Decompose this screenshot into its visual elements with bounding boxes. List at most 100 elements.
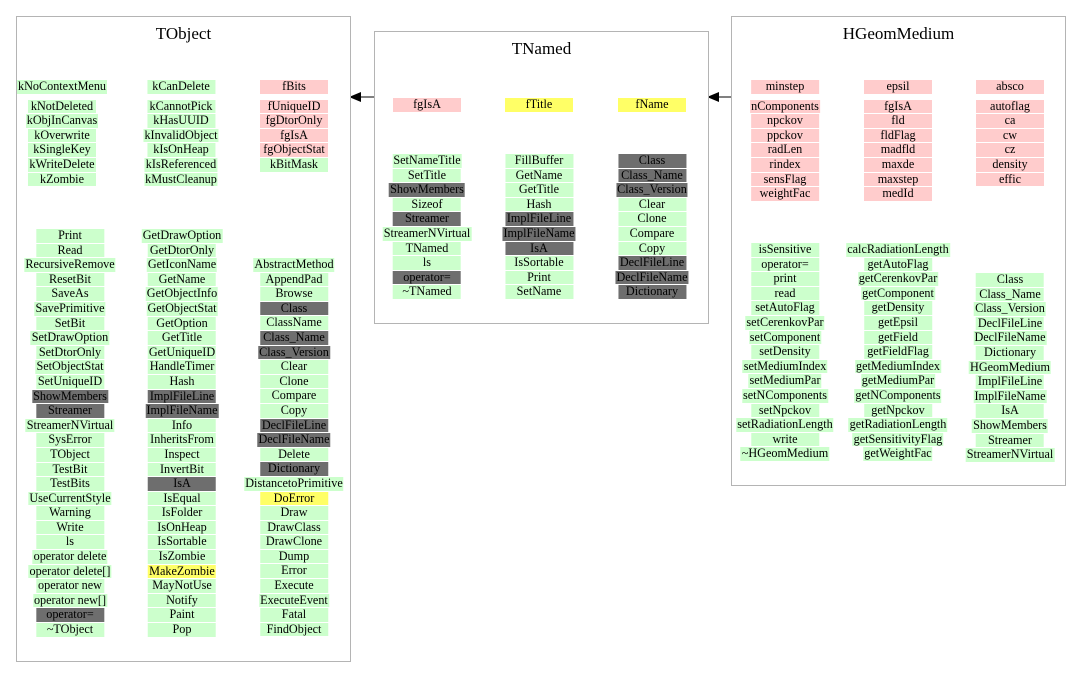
member-label: calcRadiationLength xyxy=(846,242,950,257)
member-label: setCerenkovPar xyxy=(745,314,825,330)
member-label: Copy xyxy=(617,241,686,256)
member-label: absco xyxy=(976,79,1044,94)
tnamed-inherited-cell: ImplFileName xyxy=(502,226,576,241)
member-label: getAutoFlag xyxy=(864,257,932,272)
member-label: AppendPad xyxy=(259,272,328,287)
tobject-method-cell: kBitMask xyxy=(260,157,328,172)
member-label: HandleTimer xyxy=(148,359,216,374)
tobject-inherited-cell: Class_Version xyxy=(258,344,330,360)
tobject-method-cell: TestBits xyxy=(35,476,104,491)
member-label: GetOption xyxy=(148,316,216,331)
tobject-method-cell: kObjInCanvas xyxy=(25,114,99,128)
hgeom-member-cell: rindex xyxy=(751,157,819,172)
hgeom-method-cell: setNComponents xyxy=(742,387,828,403)
tobject-method-cell: kWriteDelete xyxy=(27,157,96,172)
arrowhead-tobject xyxy=(349,92,361,102)
tobject-method-cell: operator delete[] xyxy=(28,563,112,579)
hgeom-method-cell: getNComponents xyxy=(854,388,942,403)
member-label: kNoContextMenu xyxy=(16,79,108,94)
member-label: DrawClass xyxy=(259,520,328,535)
tnamed-inherited-cell: operator= xyxy=(393,270,461,285)
hgeom-method-cell: getMediumIndex xyxy=(855,358,941,374)
member-label: setNComponents xyxy=(742,387,828,403)
member-label: IsSortable xyxy=(148,535,216,550)
tnamed-inherited-cell: Class_Name xyxy=(617,168,686,183)
tobject-method-cell: Error xyxy=(259,564,328,579)
tobject-method-cell: Clear xyxy=(259,360,328,374)
member-label: read xyxy=(750,286,819,301)
member-label: StreamerNVirtual xyxy=(25,417,115,433)
member-label: operator new[] xyxy=(32,592,108,608)
tobject-method-cell: TestBit xyxy=(35,462,104,477)
tnamed-inherited-cell: ShowMembers xyxy=(389,183,465,197)
member-label: Dictionary xyxy=(259,462,328,476)
hgeom-method-cell: HGeomMedium xyxy=(969,360,1051,375)
tnamed-method-cell: Compare xyxy=(617,226,686,241)
member-label: ShowMembers xyxy=(972,417,1048,433)
member-label: kSingleKey xyxy=(27,143,96,157)
tobject-method-cell: InvertBit xyxy=(148,462,216,477)
tobject-method-cell: SysError xyxy=(35,433,104,447)
tobject-method-cell: operator delete xyxy=(32,549,108,564)
member-label: ExecuteEvent xyxy=(259,592,329,608)
member-label: getMediumPar xyxy=(860,373,936,388)
tobject-method-cell: SaveAs xyxy=(35,287,104,301)
tobject-method-cell: DrawClone xyxy=(259,535,328,549)
member-label: getNpckov xyxy=(864,403,932,418)
tobject-inherited-cell: DeclFileLine xyxy=(259,418,328,433)
hgeom-method-cell: Class xyxy=(976,272,1044,287)
member-label: operator new xyxy=(35,579,104,593)
tobject-method-cell: Fatal xyxy=(259,608,328,622)
member-label: getMediumIndex xyxy=(855,358,941,374)
member-label: operator delete[] xyxy=(28,563,112,579)
hgeom-method-cell: IsA xyxy=(976,404,1044,418)
member-label: GetUniqueID xyxy=(147,344,217,360)
hgeom-method-cell: ShowMembers xyxy=(972,417,1048,433)
member-label: density xyxy=(976,157,1044,172)
tobject-method-cell: ExecuteEvent xyxy=(259,592,329,608)
member-label: Compare xyxy=(259,389,328,403)
tnamed-column-1: fTitle xyxy=(505,97,573,113)
tobject-inherited-cell: DeclFileName xyxy=(257,433,331,447)
member-label: weightFac xyxy=(751,187,819,201)
tobject-method-cell: DistancetoPrimitive xyxy=(244,475,344,491)
member-label: operator= xyxy=(393,270,461,285)
member-label: sensFlag xyxy=(751,172,819,187)
tobject-method-cell: kHasUUID xyxy=(146,114,215,128)
member-label: IsFolder xyxy=(148,506,216,520)
member-label: Class_Version xyxy=(258,344,330,360)
hgeom-method-cell: setRadiationLength xyxy=(736,418,834,432)
member-label: DistancetoPrimitive xyxy=(244,475,344,491)
member-label: medId xyxy=(864,187,932,201)
member-label: IsOnHeap xyxy=(148,520,216,535)
member-label: cw xyxy=(976,128,1044,143)
member-label: Sizeof xyxy=(393,197,461,212)
arrowhead-tnamed xyxy=(707,92,719,102)
member-label: epsil xyxy=(864,79,932,94)
member-label: IsEqual xyxy=(148,491,216,506)
tobject-member-cell: fUniqueID xyxy=(260,99,328,114)
tobject-member-cell: fgIsA xyxy=(260,128,328,143)
tobject-column-2: fBits fUniqueID fgDtorOnly fgIsA fgObjectSta… xyxy=(260,79,328,173)
tobject-method-cell: Pop xyxy=(148,622,216,637)
member-label: Class_Name xyxy=(976,287,1044,302)
tobject-method-cell: kZombie xyxy=(27,172,96,187)
member-label: InvertBit xyxy=(148,462,216,477)
member-label: autoflag xyxy=(976,99,1044,114)
tnamed-column-3: SetNameTitle SetTitle ShowMembers Sizeof Str… xyxy=(382,153,472,300)
member-label: fgIsA xyxy=(260,128,328,143)
hgeom-method-cell: setAutoFlag xyxy=(750,301,819,315)
member-label: fBits xyxy=(260,79,328,94)
member-label: InheritsFrom xyxy=(148,433,216,447)
member-label: fgObjectStat xyxy=(260,143,328,157)
hgeom-method-cell: print xyxy=(750,272,819,286)
hgeom-member-cell: fgIsA xyxy=(864,99,932,114)
member-label: Inspect xyxy=(148,447,216,462)
hgeom-method-cell: setDensity xyxy=(750,345,819,359)
tobject-method-cell: IsSortable xyxy=(148,535,216,550)
member-label: cz xyxy=(976,143,1044,157)
member-label: ls xyxy=(35,535,104,550)
member-label: StreamerNVirtual xyxy=(382,225,472,241)
member-label: Delete xyxy=(259,447,328,462)
member-label: IsZombie xyxy=(148,549,216,564)
